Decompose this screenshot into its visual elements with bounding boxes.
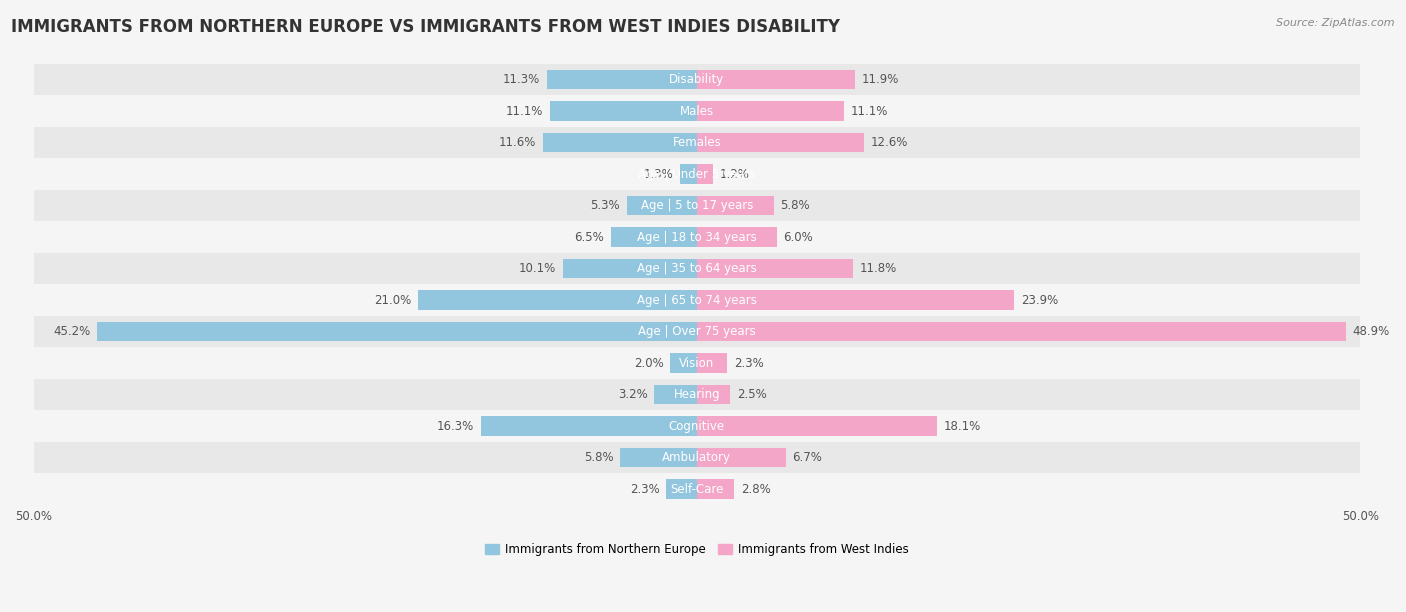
Bar <box>543 133 697 152</box>
Text: Self-Care: Self-Care <box>671 483 724 496</box>
Bar <box>697 102 844 121</box>
Bar <box>34 348 1360 379</box>
Bar <box>666 479 697 499</box>
Legend: Immigrants from Northern Europe, Immigrants from West Indies: Immigrants from Northern Europe, Immigra… <box>485 543 908 556</box>
Text: 11.6%: 11.6% <box>499 136 536 149</box>
Text: 3.2%: 3.2% <box>619 388 648 401</box>
Bar <box>620 448 697 468</box>
Text: 21.0%: 21.0% <box>374 294 412 307</box>
Bar <box>697 196 773 215</box>
Bar <box>697 291 1014 310</box>
Text: 48.9%: 48.9% <box>1353 325 1389 338</box>
Bar <box>627 196 697 215</box>
Text: 2.3%: 2.3% <box>734 357 763 370</box>
Text: Age | 18 to 34 years: Age | 18 to 34 years <box>637 231 756 244</box>
Bar <box>34 442 1360 474</box>
Text: 11.3%: 11.3% <box>503 73 540 86</box>
Text: 2.3%: 2.3% <box>630 483 659 496</box>
Text: Vision: Vision <box>679 357 714 370</box>
Text: 16.3%: 16.3% <box>437 420 474 433</box>
Bar <box>418 291 697 310</box>
Text: Source: ZipAtlas.com: Source: ZipAtlas.com <box>1277 18 1395 28</box>
Text: 5.8%: 5.8% <box>583 451 613 464</box>
Bar <box>679 165 697 184</box>
Text: 11.1%: 11.1% <box>851 105 889 118</box>
Text: Age | 65 to 74 years: Age | 65 to 74 years <box>637 294 756 307</box>
Bar <box>550 102 697 121</box>
Text: 6.7%: 6.7% <box>793 451 823 464</box>
Bar <box>34 95 1360 127</box>
Bar <box>697 416 936 436</box>
Bar <box>697 133 865 152</box>
Text: 10.1%: 10.1% <box>519 262 557 275</box>
Text: Age | Over 75 years: Age | Over 75 years <box>638 325 756 338</box>
Text: 11.1%: 11.1% <box>506 105 543 118</box>
Text: 12.6%: 12.6% <box>870 136 908 149</box>
Bar <box>34 411 1360 442</box>
Text: Cognitive: Cognitive <box>669 420 725 433</box>
Bar <box>34 253 1360 285</box>
Bar <box>697 322 1346 341</box>
Bar <box>481 416 697 436</box>
Bar <box>34 379 1360 411</box>
Bar <box>610 228 697 247</box>
Bar <box>34 285 1360 316</box>
Text: Males: Males <box>681 105 714 118</box>
Bar <box>671 353 697 373</box>
Text: 6.5%: 6.5% <box>574 231 605 244</box>
Text: Ambulatory: Ambulatory <box>662 451 731 464</box>
Bar <box>697 165 713 184</box>
Bar <box>34 222 1360 253</box>
Text: 23.9%: 23.9% <box>1021 294 1057 307</box>
Text: 1.3%: 1.3% <box>644 168 673 181</box>
Bar <box>34 127 1360 159</box>
Text: Age | 35 to 64 years: Age | 35 to 64 years <box>637 262 756 275</box>
Text: Disability: Disability <box>669 73 724 86</box>
Bar <box>34 159 1360 190</box>
Bar <box>654 385 697 405</box>
Bar <box>97 322 697 341</box>
Bar <box>547 70 697 89</box>
Bar <box>697 479 734 499</box>
Text: Females: Females <box>672 136 721 149</box>
Bar <box>697 448 786 468</box>
Text: 1.2%: 1.2% <box>720 168 749 181</box>
Text: 18.1%: 18.1% <box>943 420 981 433</box>
Bar <box>34 64 1360 95</box>
Text: 6.0%: 6.0% <box>783 231 813 244</box>
Text: Age | 5 to 17 years: Age | 5 to 17 years <box>641 199 754 212</box>
Text: Hearing: Hearing <box>673 388 720 401</box>
Text: 11.8%: 11.8% <box>860 262 897 275</box>
Bar <box>562 259 697 278</box>
Text: 5.8%: 5.8% <box>780 199 810 212</box>
Text: IMMIGRANTS FROM NORTHERN EUROPE VS IMMIGRANTS FROM WEST INDIES DISABILITY: IMMIGRANTS FROM NORTHERN EUROPE VS IMMIG… <box>11 18 841 36</box>
Text: 11.9%: 11.9% <box>862 73 898 86</box>
Bar <box>697 385 730 405</box>
Bar <box>697 228 776 247</box>
Bar <box>34 316 1360 348</box>
Text: 45.2%: 45.2% <box>53 325 90 338</box>
Text: Age | Under 5 years: Age | Under 5 years <box>638 168 755 181</box>
Bar <box>697 259 853 278</box>
Bar <box>34 190 1360 222</box>
Bar <box>697 70 855 89</box>
Text: 2.8%: 2.8% <box>741 483 770 496</box>
Bar <box>34 474 1360 505</box>
Bar <box>697 353 727 373</box>
Text: 5.3%: 5.3% <box>591 199 620 212</box>
Text: 2.5%: 2.5% <box>737 388 766 401</box>
Text: 2.0%: 2.0% <box>634 357 664 370</box>
